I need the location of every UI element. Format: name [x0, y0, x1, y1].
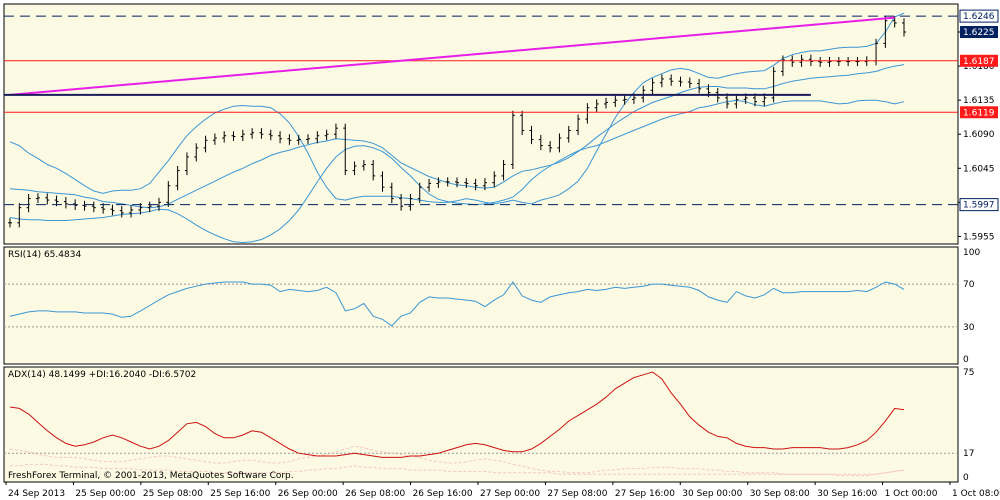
x-tick-label: 1 Oct 08:00	[952, 489, 1000, 499]
x-tick-label: 27 Sep 00:00	[480, 489, 540, 499]
main-y-tick-label: 1.6090	[963, 130, 995, 140]
x-tick-label: 1 Oct 00:00	[885, 489, 938, 499]
adx-y-tick-label: 17	[963, 449, 974, 459]
x-tick-label: 26 Sep 00:00	[278, 489, 338, 499]
adx-label: ADX(14) 48.1499 +DI:16.2040 -DI:6.5702	[8, 370, 196, 380]
adx-y-tick-label: 0	[963, 473, 969, 483]
rsi-y-tick-label: 100	[963, 248, 980, 258]
resistance-price-label: 1.6187	[963, 57, 995, 67]
adx-di-minus-line	[10, 463, 905, 475]
main-y-tick-label: 1.6180	[963, 62, 995, 72]
x-tick-label: 25 Sep 16:00	[210, 489, 270, 499]
rsi-y-tick-label: 0	[963, 355, 969, 365]
x-tick-label: 26 Sep 08:00	[345, 489, 405, 499]
dashed-level-tag	[959, 198, 999, 212]
x-tick-label: 25 Sep 00:00	[75, 489, 135, 499]
x-tick-label: 25 Sep 08:00	[143, 489, 203, 499]
dashed-level-label: 1.6246	[963, 12, 995, 22]
rsi-label: RSI(14) 65.4834	[8, 250, 81, 260]
rsi-pane-background	[3, 246, 959, 365]
rsi-y-tick-label: 30	[963, 323, 975, 333]
x-tick-label: 30 Sep 08:00	[750, 489, 810, 499]
x-tick-label: 26 Sep 16:00	[413, 489, 473, 499]
adx-di-plus-line	[9, 445, 905, 477]
trend-line	[9, 16, 895, 96]
adx-line	[9, 371, 905, 458]
bollinger-upper-line	[9, 12, 905, 205]
adx-pane-background	[3, 366, 959, 483]
x-tick-label: 30 Sep 00:00	[682, 489, 742, 499]
resistance-price-label: 1.6119	[963, 108, 995, 118]
x-tick-label: 27 Sep 16:00	[615, 489, 675, 499]
dashed-level-tag	[959, 9, 999, 23]
current-price-tag	[960, 26, 998, 39]
main-y-tick-label: 1.5955	[963, 232, 995, 242]
x-tick-label: 24 Sep 2013	[8, 489, 65, 499]
x-tick-label: 30 Sep 16:00	[817, 489, 877, 499]
resistance-price-tag	[960, 54, 998, 67]
main-y-tick-label: 1.6045	[963, 164, 995, 174]
adx-y-tick-label: 75	[963, 368, 974, 378]
main-y-tick-label: 1.6135	[963, 96, 995, 106]
current-price-label: 1.6225	[963, 28, 995, 38]
x-tick-label: 27 Sep 08:00	[547, 489, 607, 499]
main-pane-background	[3, 3, 959, 245]
resistance-price-tag	[960, 106, 998, 119]
rsi-line	[9, 281, 905, 327]
copyright-text: FreshForex Terminal, © 2001-2013, MetaQu…	[8, 471, 294, 481]
rsi-y-tick-label: 70	[963, 280, 975, 290]
dashed-level-label: 1.5997	[963, 201, 995, 211]
